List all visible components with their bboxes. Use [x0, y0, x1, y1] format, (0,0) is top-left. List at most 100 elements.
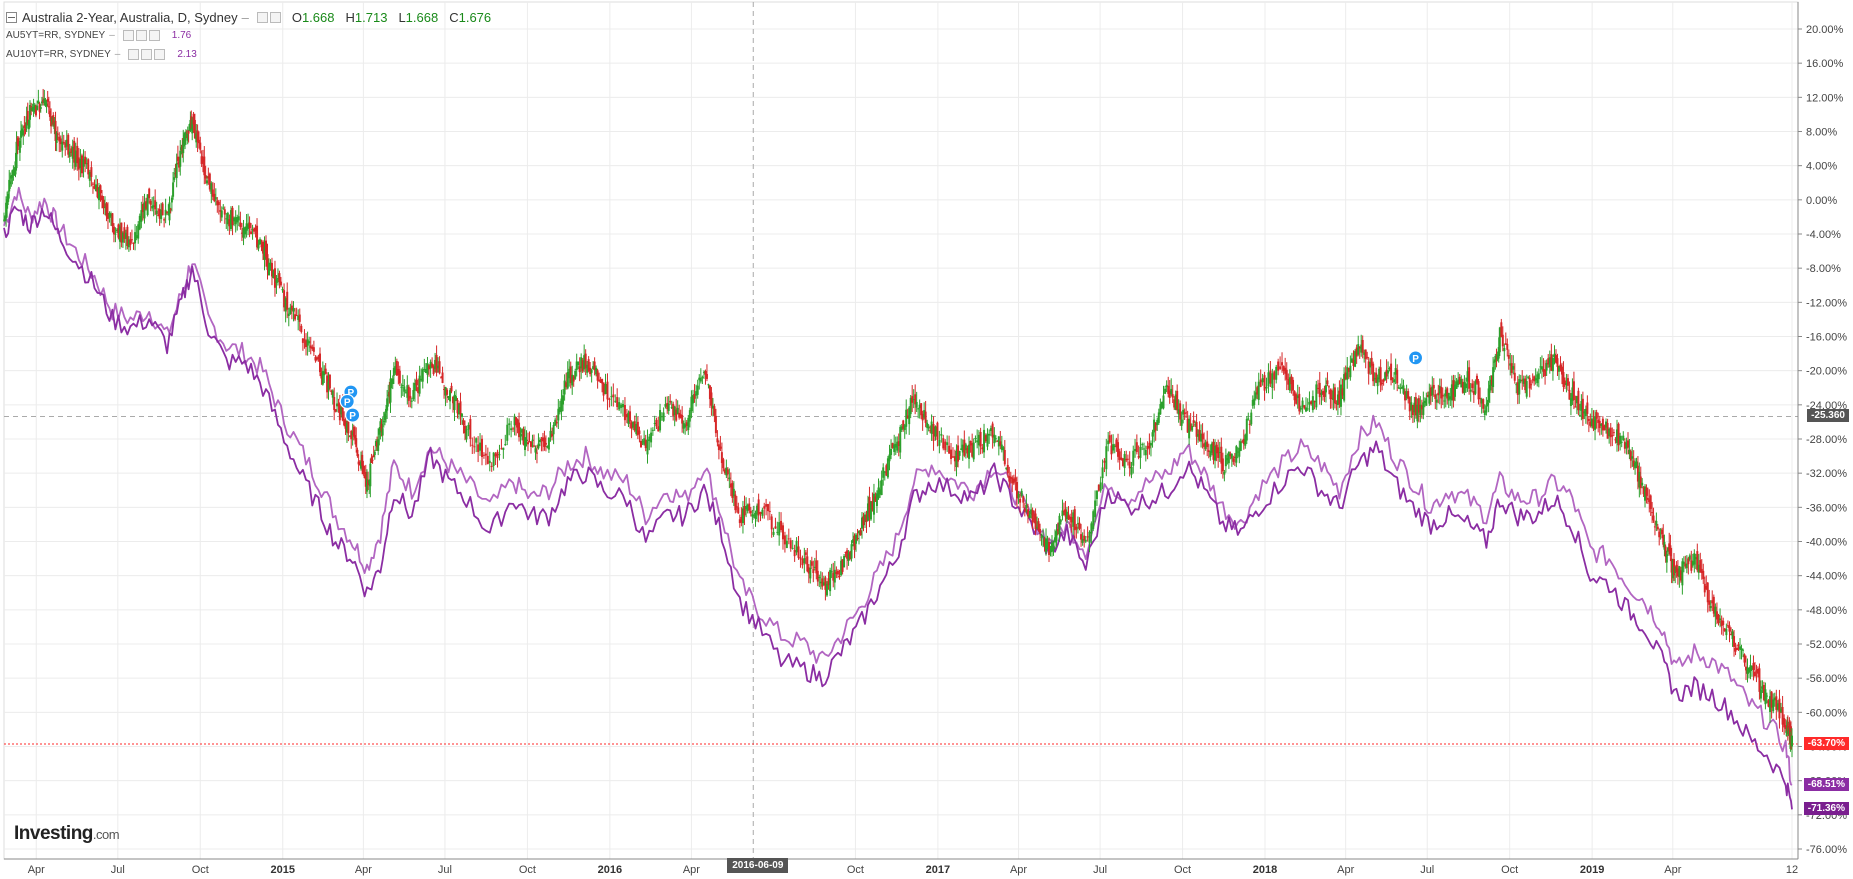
candle-body	[710, 392, 713, 406]
candle-body	[300, 325, 303, 332]
candle-body	[903, 425, 906, 431]
candle-body	[1000, 444, 1003, 450]
candle-body	[1540, 366, 1543, 370]
candle-body	[1148, 442, 1151, 449]
dropdown-icon[interactable]: –	[109, 30, 115, 41]
candle-body	[1429, 387, 1432, 397]
candle-body	[1522, 378, 1525, 384]
candle-body	[923, 410, 926, 418]
candle-body	[1259, 379, 1262, 387]
candle-body	[1151, 432, 1154, 437]
candle-body	[1094, 500, 1097, 518]
close-icon[interactable]	[154, 49, 166, 60]
candle-body	[248, 222, 251, 228]
candle-body	[34, 106, 37, 116]
candle-body	[833, 569, 836, 583]
candle-body	[1740, 648, 1743, 650]
legend-main-row[interactable]: Australia 2-Year, Australia, D, Sydney –…	[6, 8, 499, 26]
y-tick-label: 12.00%	[1806, 92, 1844, 104]
candle-body	[964, 444, 967, 451]
legend-series-row[interactable]: AU5YT=RR, SYDNEY – 1.76	[6, 26, 499, 45]
dropdown-icon[interactable]: –	[241, 9, 249, 25]
candle-body	[1012, 478, 1015, 484]
candle-body	[1583, 411, 1586, 414]
candle-body	[1662, 535, 1665, 545]
close-icon[interactable]	[148, 30, 160, 41]
candle-body	[1515, 384, 1518, 386]
candle-body	[421, 369, 424, 382]
candle-body	[1554, 355, 1557, 363]
candle-body	[1720, 620, 1723, 626]
candle-body	[158, 209, 161, 219]
candle-body	[608, 398, 611, 400]
candle-body	[896, 441, 899, 451]
candle-body	[835, 571, 838, 574]
candle-body	[1103, 460, 1106, 463]
candle-body	[251, 229, 254, 231]
candle-body	[250, 231, 253, 235]
candle-body	[457, 404, 460, 415]
candle-body	[1113, 445, 1116, 447]
candle-body	[15, 141, 18, 169]
candle-body	[225, 218, 228, 220]
candle-body	[1699, 560, 1702, 573]
event-marker-icon[interactable]: P	[339, 393, 355, 410]
last-5y-tag: -68.51%	[1803, 778, 1849, 792]
candle-body	[1642, 487, 1645, 495]
candle-body	[166, 211, 169, 213]
candle-body	[929, 430, 932, 432]
series-controls[interactable]	[122, 30, 160, 41]
event-marker-icon[interactable]: P	[1407, 350, 1424, 366]
candle-body	[51, 118, 54, 123]
candle-body	[1137, 456, 1140, 458]
candle-body	[1177, 409, 1180, 415]
hide-icon[interactable]	[141, 49, 153, 60]
hide-icon[interactable]	[269, 11, 281, 23]
candle-body	[1623, 441, 1626, 449]
candle-body	[37, 100, 40, 104]
candle-body	[527, 442, 530, 445]
candle-body	[213, 193, 216, 202]
candle-body	[1174, 394, 1177, 411]
candle-body	[1628, 449, 1631, 455]
candle-body	[580, 357, 583, 369]
candle-body	[1156, 419, 1159, 426]
series-controls[interactable]	[128, 49, 166, 60]
settings-icon[interactable]	[128, 49, 140, 60]
candle-body	[1400, 386, 1403, 389]
candle-body	[1690, 560, 1693, 571]
event-marker-icon[interactable]: P	[345, 407, 361, 423]
candle-body	[338, 402, 341, 421]
candle-body	[320, 372, 323, 379]
candle-body	[1244, 434, 1247, 446]
hide-icon[interactable]	[135, 30, 147, 41]
candle-body	[440, 377, 443, 379]
candle-body	[303, 339, 306, 341]
candle-body	[1084, 539, 1087, 542]
candle-body	[1563, 380, 1566, 385]
logo-brand: Investing	[14, 823, 93, 844]
series-controls[interactable]	[256, 11, 281, 23]
candle-body	[1652, 515, 1655, 521]
candle-body	[1605, 421, 1608, 428]
candle-body	[988, 434, 991, 436]
legend-series-row[interactable]: AU10YT=RR, SYDNEY – 2.13	[6, 45, 499, 64]
candle-body	[1533, 376, 1536, 382]
candle-body	[1455, 381, 1458, 389]
candle-body	[1336, 394, 1339, 405]
settings-icon[interactable]	[256, 11, 268, 23]
candle-body	[223, 209, 226, 215]
candle-body	[231, 207, 234, 226]
candle-body	[1616, 429, 1619, 443]
settings-icon[interactable]	[122, 30, 134, 41]
candle-body	[482, 454, 485, 456]
candle-body	[1413, 402, 1416, 413]
collapse-icon[interactable]	[6, 11, 17, 23]
candle-body	[1537, 373, 1540, 380]
candle-body	[953, 456, 956, 462]
candle-body	[387, 394, 390, 396]
candle-body	[32, 107, 35, 109]
dropdown-icon[interactable]: –	[114, 49, 121, 60]
candle-body	[915, 401, 918, 408]
